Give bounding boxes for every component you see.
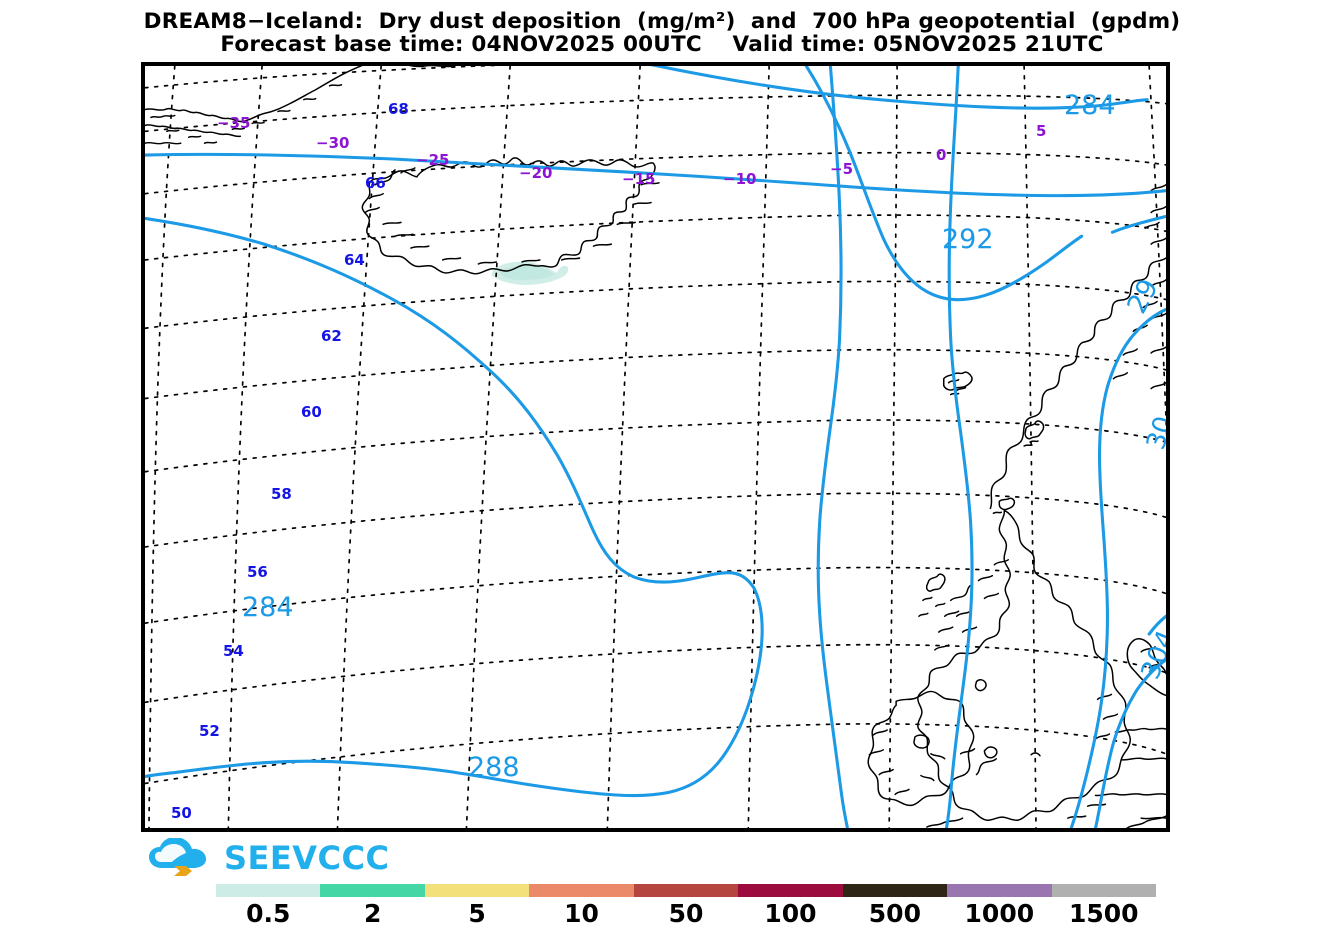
colorbar-segment-1: [320, 884, 425, 897]
map-panel[interactable]: 68 66 64 62 60 58 56 54 52 50 −35 −30 −2…: [141, 62, 1170, 832]
colorbar: 0.5 2 5 10 50 100 500 1000 1500: [216, 884, 1156, 929]
colorbar-segment-3: [529, 884, 634, 897]
map-canvas: [145, 66, 1166, 828]
colorbar-segment-2: [424, 884, 530, 897]
logo-text: SEEVCCC: [224, 839, 390, 877]
graticule-lines: [145, 66, 1166, 828]
title-line-2: Forecast base time: 04NOV2025 00UTC Vali…: [220, 32, 1104, 58]
colorbar-segment-6: [842, 884, 948, 897]
colorbar-tick-2: 2: [363, 899, 382, 928]
seevccc-logo: SEEVCCC: [148, 836, 389, 880]
cloud-icon: [149, 838, 206, 876]
colorbar-tick-0.5: 0.5: [246, 899, 291, 928]
colorbar-segment-7: [947, 884, 1052, 897]
colorbar-segment-4: [633, 884, 739, 897]
title-line-1: DREAM8−Iceland: Dry dust deposition (mg/…: [143, 9, 1181, 34]
coastlines: [145, 66, 1166, 828]
colorbar-tick-5: 5: [468, 899, 486, 928]
colorbar-segment-5: [738, 884, 843, 897]
colorbar-tick-100: 100: [764, 899, 817, 928]
colorbar-strip: [216, 884, 1156, 897]
colorbar-tick-1500: 1500: [1068, 899, 1139, 928]
chart-title-block: DREAM8−Iceland: Dry dust deposition (mg/…: [0, 9, 1324, 58]
colorbar-segment-0: [216, 884, 321, 897]
arrow-icon: [174, 866, 192, 876]
colorbar-tick-1000: 1000: [964, 899, 1035, 928]
colorbar-tick-10: 10: [564, 899, 599, 928]
colorbar-tick-500: 500: [868, 899, 921, 928]
geopotential-contours: [145, 66, 1166, 828]
colorbar-segment-8: [1051, 884, 1156, 897]
colorbar-tick-labels: 0.5 2 5 10 50 100 500 1000 1500: [216, 899, 1156, 929]
colorbar-tick-50: 50: [668, 899, 704, 928]
